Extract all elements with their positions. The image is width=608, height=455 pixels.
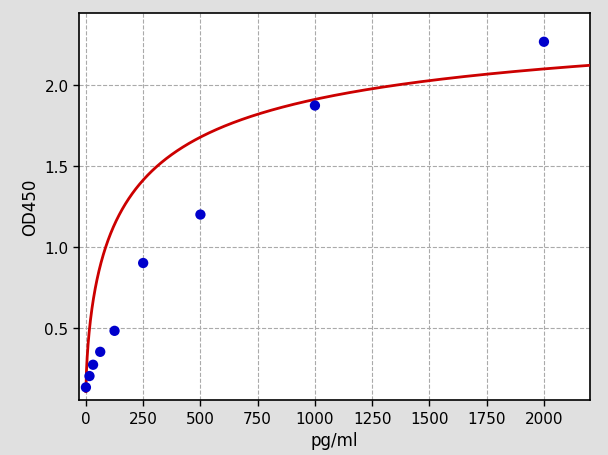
X-axis label: pg/ml: pg/ml [311, 431, 358, 449]
Point [95, 349, 105, 356]
Point [196, 212, 206, 219]
Point [138, 260, 148, 267]
Point [85, 373, 94, 380]
Point [88, 361, 98, 369]
Point [539, 39, 549, 46]
Point [81, 384, 91, 391]
Point [109, 328, 119, 335]
Point [310, 103, 320, 110]
Y-axis label: OD450: OD450 [21, 178, 39, 236]
